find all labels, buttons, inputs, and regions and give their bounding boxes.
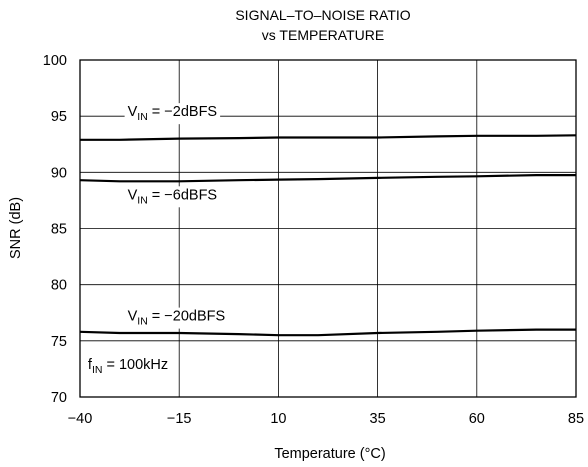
series-line-1 xyxy=(79,174,576,183)
y-tick-label-2: 80 xyxy=(51,278,67,294)
annotation-bg-vin-20 xyxy=(124,307,229,329)
annotation-bg-fin xyxy=(84,355,172,377)
x-tick-labels: −40 −15 10 35 60 85 xyxy=(68,411,584,427)
series-group xyxy=(79,134,577,337)
x-tick-label-5: 85 xyxy=(568,411,584,427)
x-tick-label-0: −40 xyxy=(68,411,93,427)
y-tick-label-1: 75 xyxy=(51,334,67,350)
annotation-text-vin-6: VIN = −6dBFS xyxy=(128,187,218,206)
x-tick-label-2: 10 xyxy=(270,411,286,427)
y-tick-label-6: 100 xyxy=(43,53,67,69)
chart-title-line1: SIGNAL–TO–NOISE RATIO xyxy=(235,7,410,23)
series-line-0 xyxy=(80,134,577,141)
annotation-bg-vin-6 xyxy=(124,186,221,208)
x-tick-label-4: 60 xyxy=(469,411,485,427)
chart-title-line2: vs TEMPERATURE xyxy=(262,27,384,43)
grid xyxy=(80,60,576,397)
annotation-text-vin-2: VIN = −2dBFS xyxy=(128,104,218,123)
annotation-vin-20: VIN = −20dBFS xyxy=(124,307,229,329)
y-tick-labels: 70 75 80 85 90 95 100 xyxy=(43,53,67,406)
y-axis-label: SNR (dB) xyxy=(8,197,24,259)
x-axis-label: Temperature (°C) xyxy=(274,446,385,462)
annotation-bg-vin-2 xyxy=(124,103,221,125)
annotation-vin-6: VIN = −6dBFS xyxy=(124,186,221,208)
x-tick-label-3: 35 xyxy=(370,411,386,427)
y-tick-label-5: 95 xyxy=(51,109,67,125)
x-tick-label-1: −15 xyxy=(167,411,192,427)
annotation-vin-2: VIN = −2dBFS xyxy=(124,103,221,125)
y-tick-label-4: 90 xyxy=(51,165,67,181)
annotation-text-vin-20: VIN = −20dBFS xyxy=(128,309,226,328)
annotations: VIN = −2dBFS VIN = −6dBFS VIN = −20dBFS fIN… xyxy=(84,103,229,377)
y-tick-label-3: 85 xyxy=(51,222,67,238)
annotation-fin: fIN = 100kHz xyxy=(84,355,172,377)
plot-frame xyxy=(79,59,577,398)
annotation-text-fin: fIN = 100kHz xyxy=(88,357,168,376)
y-tick-label-0: 70 xyxy=(51,390,67,406)
series-line-2 xyxy=(79,328,576,337)
